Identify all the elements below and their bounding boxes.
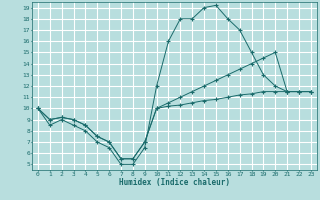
X-axis label: Humidex (Indice chaleur): Humidex (Indice chaleur) xyxy=(119,178,230,187)
